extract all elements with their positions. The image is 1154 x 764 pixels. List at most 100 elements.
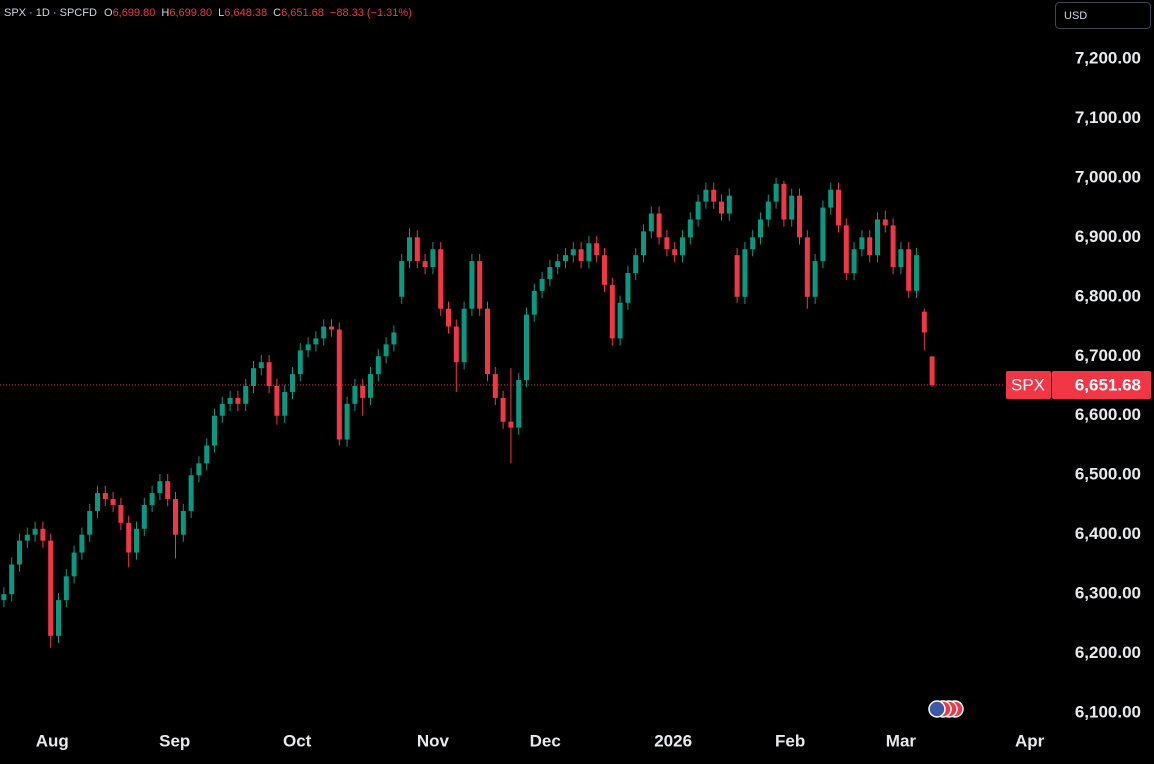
ohlc-key: O xyxy=(104,7,113,19)
candle-body xyxy=(407,237,412,262)
candle-body xyxy=(617,302,623,339)
candle-body xyxy=(87,510,93,535)
candle-body xyxy=(95,493,100,511)
y-tick-label: 7,100.00 xyxy=(1075,108,1141,127)
candle-body xyxy=(414,237,420,262)
candle-body xyxy=(282,391,288,416)
candle-body xyxy=(321,326,327,339)
candle-body xyxy=(141,504,147,529)
change: −88.33 (−1.31%) xyxy=(330,7,412,19)
candle-body xyxy=(609,284,615,339)
x-tick-label: Mar xyxy=(886,731,917,750)
candle-body xyxy=(914,255,919,291)
candle-body xyxy=(352,386,358,404)
candle-body xyxy=(539,278,545,291)
candle-body xyxy=(929,356,935,386)
candle-body xyxy=(828,189,834,208)
candle-body xyxy=(797,195,802,238)
candle-body xyxy=(906,249,912,291)
candle-body xyxy=(149,493,155,505)
candle-body xyxy=(555,261,561,268)
y-tick-label: 6,700.00 xyxy=(1075,346,1141,365)
candle-body xyxy=(890,225,896,268)
ohlc-value: 6,699.80 xyxy=(113,7,156,19)
y-tick-label: 6,600.00 xyxy=(1075,405,1141,424)
price-symbol: SPX xyxy=(1011,375,1045,394)
candle-body xyxy=(188,475,194,511)
candle-body xyxy=(672,249,678,256)
candle-body xyxy=(251,368,256,387)
candle-body xyxy=(219,403,225,416)
candle-body xyxy=(329,326,334,330)
candle-body xyxy=(243,386,249,404)
ohlc-value: 6,651.68 xyxy=(281,7,324,19)
candle-body xyxy=(500,397,506,422)
currency-button[interactable] xyxy=(1055,2,1151,29)
y-tick-label: 6,900.00 xyxy=(1075,227,1141,246)
candle-body xyxy=(274,386,280,416)
candle-body xyxy=(586,243,592,262)
candle-body xyxy=(742,249,748,297)
candle-body xyxy=(695,201,701,220)
candle-body xyxy=(625,273,631,303)
candle-body xyxy=(570,249,576,256)
candle-body xyxy=(212,415,217,446)
candle-body xyxy=(578,249,584,262)
ohlc-key: L xyxy=(218,7,224,19)
candle-body xyxy=(773,183,779,202)
candle-body xyxy=(680,237,685,256)
candle-body xyxy=(531,290,537,315)
candle-body xyxy=(360,386,366,398)
candle-body xyxy=(461,308,467,363)
candle-body xyxy=(726,195,732,214)
symbol-line: SPX · 1D · SPCFD xyxy=(4,7,97,19)
candle-body xyxy=(820,207,826,262)
x-tick-label: Oct xyxy=(283,731,312,750)
ohlc-value: 6,699.80 xyxy=(169,7,212,19)
candle-body xyxy=(290,374,295,392)
candle-body xyxy=(453,326,459,363)
candle-body xyxy=(563,255,568,262)
candle-body xyxy=(524,314,529,381)
price-box xyxy=(1052,371,1151,400)
candle-body xyxy=(781,183,787,220)
candle-body xyxy=(492,374,498,398)
candle-body xyxy=(63,576,69,601)
candle-body xyxy=(297,350,303,375)
candle-body xyxy=(648,213,654,232)
candle-body xyxy=(851,249,857,273)
candle-body xyxy=(508,421,514,428)
session-icon[interactable] xyxy=(928,700,964,718)
candle-body xyxy=(664,237,670,250)
candle-body xyxy=(812,261,818,297)
y-tick-label: 7,000.00 xyxy=(1075,167,1141,186)
candle-body xyxy=(446,308,451,327)
candle-body xyxy=(859,237,865,250)
candle-body xyxy=(438,249,444,309)
candle-body xyxy=(227,397,233,404)
candle-body xyxy=(641,231,646,256)
candle-body xyxy=(687,219,693,238)
candle-body xyxy=(469,261,475,309)
candle-body xyxy=(633,255,639,273)
candle-body xyxy=(804,237,810,297)
candle-body xyxy=(867,237,873,256)
candle-body xyxy=(165,481,171,500)
y-tick-label: 6,500.00 xyxy=(1075,465,1141,484)
candle-body xyxy=(789,195,795,220)
candle-body xyxy=(430,249,436,268)
y-tick-label: 6,200.00 xyxy=(1075,643,1141,662)
currency-label: USD xyxy=(1064,10,1087,22)
ohlc-value: 6,648.38 xyxy=(224,7,267,19)
x-tick-label: Dec xyxy=(530,731,561,750)
candle-body xyxy=(836,189,841,226)
y-tick-label: 6,800.00 xyxy=(1075,286,1141,305)
candle-body xyxy=(79,534,85,553)
candle-body xyxy=(711,189,717,202)
candle-body xyxy=(882,219,888,226)
candle-body xyxy=(134,528,139,553)
candle-body xyxy=(765,201,771,220)
candle-body xyxy=(399,261,405,297)
candle-body xyxy=(180,510,186,535)
